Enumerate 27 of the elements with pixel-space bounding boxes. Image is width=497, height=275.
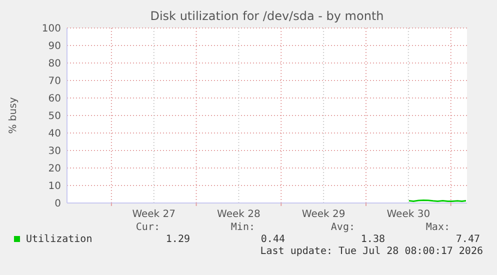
text: Last update: Tue Jul 28 08:00:17 2026 [260, 246, 483, 257]
x-tick-label: Week 30 [386, 209, 430, 220]
y-tick-label: 50 [48, 111, 61, 122]
text: Avg: [330, 222, 355, 233]
x-tick-label: Week 28 [217, 209, 260, 220]
y-tick-label: 80 [48, 58, 61, 70]
text: Min: [230, 222, 255, 233]
y-tick-label: 0 [54, 198, 61, 210]
text: 1.38 [360, 234, 385, 245]
y-tick-label: 10 [48, 181, 61, 192]
y-tick-label: 20 [48, 164, 61, 174]
text: Cur: [136, 222, 160, 233]
y-tick-label: 60 [48, 94, 61, 104]
y-tick-label: 100 [42, 24, 61, 34]
x-tick-label: Week 29 [302, 209, 346, 220]
x-tick-label: Week 27 [132, 209, 176, 220]
y-tick-label: 40 [48, 128, 61, 140]
text: 1.29 [166, 234, 190, 245]
text: 7.47 [456, 234, 480, 245]
y-tick-label: 90 [48, 41, 61, 52]
y-axis-title: % busy [8, 97, 19, 134]
text: Max: [426, 222, 450, 233]
chart-title: Disk utilization for /dev/sda - by month [150, 9, 384, 23]
y-tick-label: 30 [48, 146, 61, 157]
legend-label: Utilization [26, 234, 92, 245]
y-tick-label: 70 [48, 76, 61, 87]
text: 0.44 [260, 234, 285, 245]
